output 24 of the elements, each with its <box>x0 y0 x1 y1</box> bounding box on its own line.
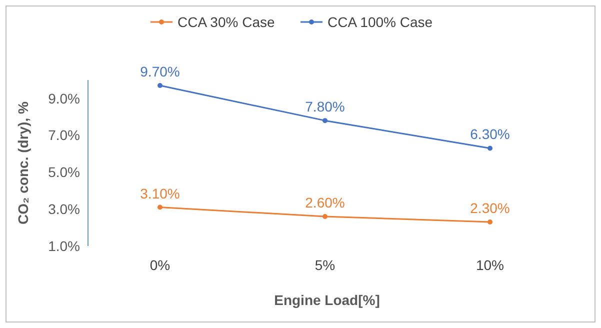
point <box>322 214 328 219</box>
data-label: 9.70% <box>140 64 180 80</box>
data-label: 6.30% <box>470 126 510 142</box>
data-label: 2.30% <box>470 200 510 216</box>
x-tick-label: 0% <box>150 257 170 273</box>
data-label: 2.60% <box>305 194 345 210</box>
data-label: 7.80% <box>305 98 345 115</box>
y-tick-label: 7.0% <box>48 127 80 144</box>
x-tick-label: 10% <box>476 257 504 273</box>
point <box>158 204 162 210</box>
y-axis-title: CO₂ conc. (dry), % <box>15 101 31 224</box>
y-tick-label: 3.0% <box>48 201 80 218</box>
legend-label: CCA 30% Case <box>178 14 275 30</box>
legend-label: CCA 100% Case <box>328 14 433 30</box>
point <box>158 83 162 88</box>
y-tick-label: 1.0% <box>48 238 80 254</box>
point <box>488 146 492 151</box>
data-label: 3.10% <box>140 185 180 202</box>
point <box>488 220 492 225</box>
y-tick-label: 9.0% <box>48 90 80 106</box>
y-tick-label: 5.0% <box>48 164 80 180</box>
x-tick-label: 5% <box>314 257 336 273</box>
x-axis-title: Engine Load[%] <box>274 292 380 308</box>
point <box>322 118 328 124</box>
